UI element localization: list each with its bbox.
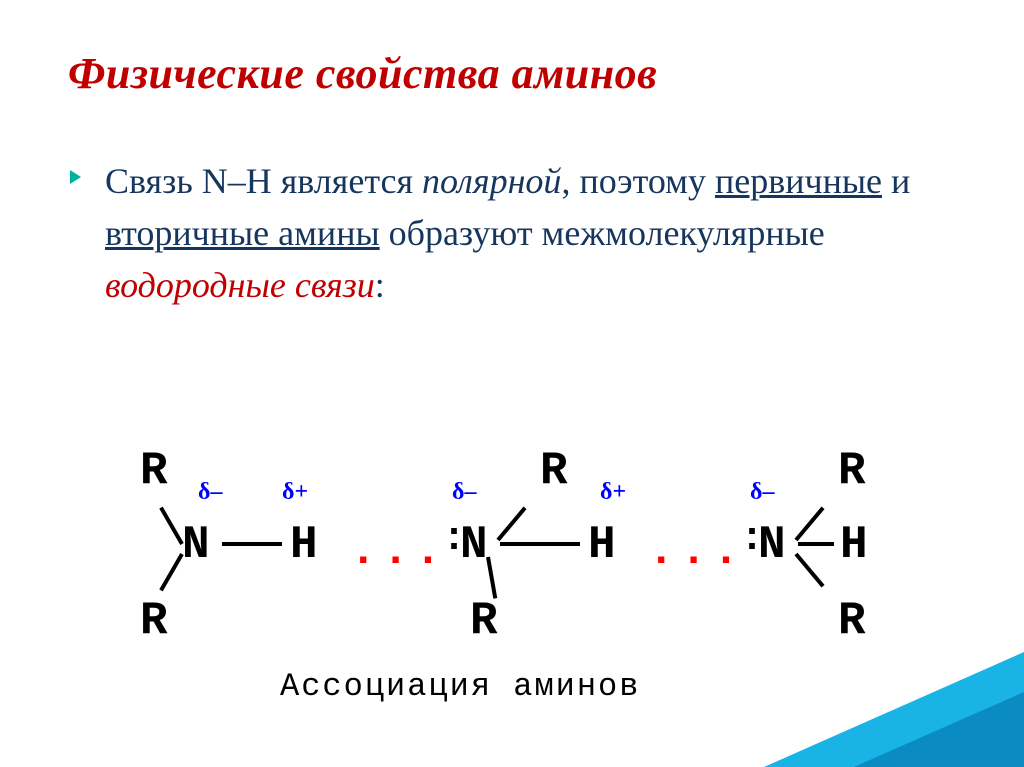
atom-H: H <box>840 522 868 568</box>
body-text-span: полярной <box>422 161 561 201</box>
delta-minus: δ– <box>452 480 476 504</box>
bond-nh <box>798 542 834 546</box>
atom-R: R <box>838 598 866 644</box>
body-text-span: и <box>882 161 910 201</box>
bond-nr-up <box>496 507 526 542</box>
bond-nr-down <box>794 553 824 588</box>
atom-R: R <box>470 598 498 644</box>
body-text-span: водородные связи <box>105 265 375 305</box>
delta-minus: δ– <box>198 480 222 504</box>
body-text-span: : <box>375 265 385 305</box>
hydrogen-bond-dots: ... <box>350 530 447 574</box>
atom-R: R <box>140 448 168 494</box>
bond-nh <box>222 542 282 546</box>
body-text-span: первичные <box>715 161 882 201</box>
delta-minus: δ– <box>750 480 774 504</box>
bond-nr-down <box>486 557 497 599</box>
bond-nr-up <box>794 507 824 542</box>
chemical-diagram: NHRRδ–δ+NHRRδ–δ+:NHRRδ–:...... <box>140 440 900 670</box>
bond-nh <box>500 542 580 546</box>
hydrogen-bond-dots: ... <box>648 530 745 574</box>
atom-R: R <box>838 448 866 494</box>
body-text-span: вторичные амины <box>105 213 380 253</box>
body-text-span: образуют межмолекулярные <box>380 213 825 253</box>
delta-plus: δ+ <box>600 480 626 504</box>
bullet-icon <box>70 170 81 184</box>
body-text-span: Связь N–H является <box>105 161 422 201</box>
delta-plus: δ+ <box>282 480 308 504</box>
atom-H: H <box>588 522 616 568</box>
body-paragraph: Связь N–H является полярной, поэтому пер… <box>105 155 935 312</box>
decorative-accent-inner <box>854 692 1024 767</box>
atom-R: R <box>140 598 168 644</box>
bond-nr-down <box>159 553 183 591</box>
diagram-caption: Ассоциация аминов <box>280 668 640 705</box>
body-text-span: поэтому <box>570 161 715 201</box>
slide-title: Физические свойства аминов <box>68 48 657 99</box>
atom-H: H <box>290 522 318 568</box>
atom-R: R <box>540 448 568 494</box>
atom-N: N <box>182 522 210 568</box>
bond-nr-up <box>159 507 183 545</box>
